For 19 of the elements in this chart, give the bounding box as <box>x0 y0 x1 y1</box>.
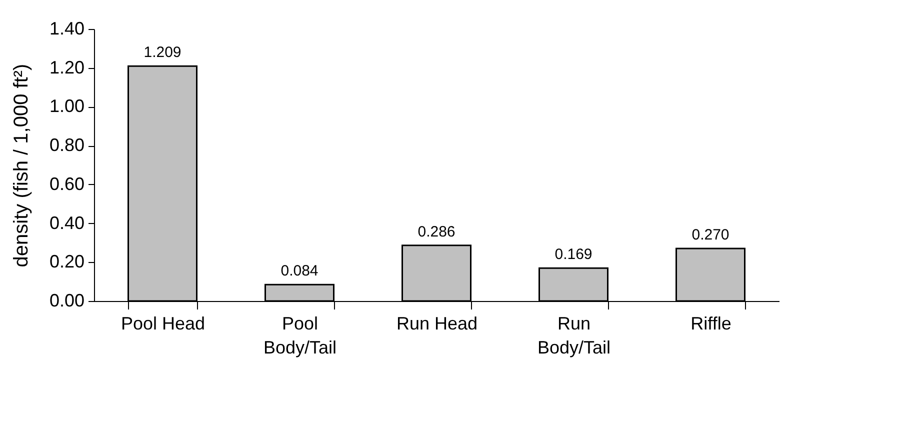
y-tick-label: 0.80 <box>49 135 84 156</box>
y-tick-label: 0.20 <box>49 252 84 272</box>
y-tick-label: 1.20 <box>49 57 84 78</box>
y-tick-label: 0.60 <box>49 174 84 194</box>
data-label: 0.286 <box>418 223 456 240</box>
data-label: 0.169 <box>554 246 592 264</box>
x-tick-label: Riffle <box>690 314 732 334</box>
data-label: 1.209 <box>144 44 182 62</box>
x-tick-label: Pool Head <box>120 314 206 334</box>
y-tick-label: 1.00 <box>49 96 84 116</box>
x-tick-label: Run Body/Tail <box>537 314 611 358</box>
data-label: 0.270 <box>692 226 730 244</box>
y-tick-label: 0.40 <box>49 212 84 233</box>
x-tick-label: Run Head <box>396 314 478 334</box>
y-tick-label: 0.00 <box>49 290 84 310</box>
x-tick-label: Pool Body/Tail <box>263 314 337 358</box>
data-label: 0.084 <box>280 262 318 280</box>
y-tick-label: 1.40 <box>49 18 84 38</box>
y-axis-title: density (fish / 1,000 ft²) <box>10 64 32 268</box>
